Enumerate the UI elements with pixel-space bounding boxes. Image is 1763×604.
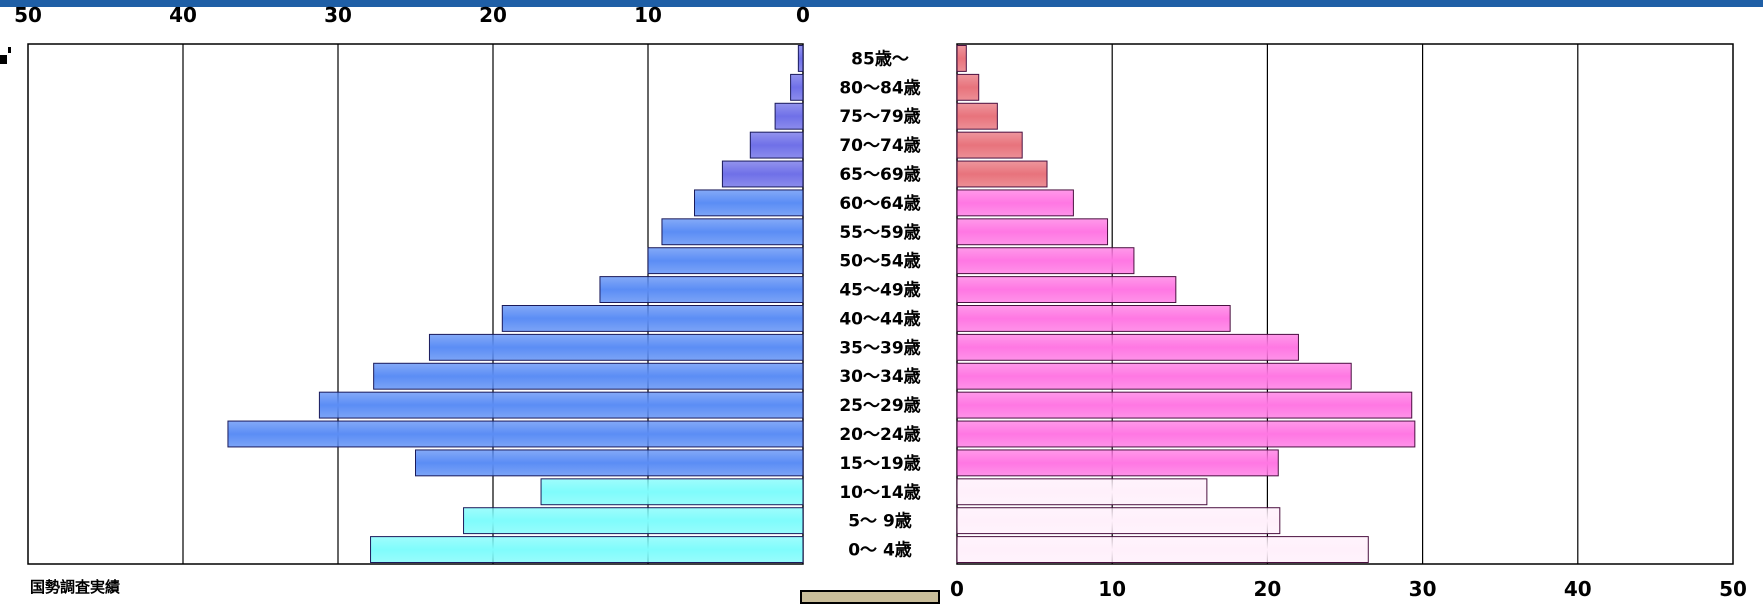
female-bar — [956, 73, 980, 101]
female-bar — [956, 102, 998, 130]
female-bar — [956, 362, 1352, 390]
age-group-label: 50〜54歳 — [839, 251, 920, 272]
female-bar — [956, 305, 1231, 332]
female-bar — [956, 247, 1135, 275]
bottom-axis-tick-label: 10 — [1098, 577, 1126, 600]
top-axis-tick-label: 40 — [169, 3, 197, 27]
bottom-legend-box — [800, 590, 940, 604]
female-bar — [956, 276, 1177, 304]
female-bar — [956, 507, 1281, 535]
age-group-label: 65〜69歳 — [839, 164, 920, 185]
male-bar — [721, 160, 804, 188]
male-bar — [370, 536, 804, 563]
age-group-label: 0〜 4歳 — [848, 540, 912, 561]
female-bar — [956, 160, 1048, 188]
male-bar — [599, 276, 804, 304]
female-bar — [956, 478, 1208, 506]
age-group-label: 40〜44歳 — [839, 308, 920, 329]
female-bar — [956, 391, 1413, 419]
top-accent-bar — [0, 0, 1763, 7]
age-group-label: 30〜34歳 — [839, 366, 920, 387]
bottom-axis-tick-label: 50 — [1719, 577, 1747, 600]
age-group-label: 80〜84歳 — [839, 77, 920, 98]
age-group-label: 75〜79歳 — [839, 106, 920, 127]
top-axis-tick-label: 20 — [479, 3, 507, 27]
female-bar — [956, 420, 1416, 448]
left-plot-frame — [27, 43, 804, 565]
female-bar — [956, 131, 1023, 159]
female-bar — [956, 449, 1279, 477]
age-group-label: 70〜74歳 — [839, 135, 920, 156]
female-bar — [956, 45, 967, 72]
age-group-label: 25〜29歳 — [839, 395, 920, 416]
age-group-label: 20〜24歳 — [839, 424, 920, 445]
age-group-label: 35〜39歳 — [839, 337, 920, 358]
bottom-axis-tick-label: 20 — [1253, 577, 1281, 600]
edge-mark — [0, 55, 7, 64]
age-group-label: 15〜19歳 — [839, 453, 920, 474]
age-group-label: 10〜14歳 — [839, 482, 920, 503]
male-bar — [373, 362, 804, 390]
age-group-label: 60〜64歳 — [839, 193, 920, 214]
female-bar — [956, 536, 1369, 563]
male-bar — [463, 507, 804, 535]
male-bar — [661, 218, 804, 246]
male-bar — [774, 102, 804, 130]
male-bar — [415, 449, 804, 477]
male-bar — [318, 391, 804, 419]
male-bar — [797, 45, 804, 72]
edge-mark-small — [8, 47, 11, 53]
male-bar — [790, 73, 804, 101]
male-bar — [749, 131, 804, 159]
male-bar — [540, 478, 804, 506]
bottom-axis-tick-label: 0 — [950, 577, 964, 600]
female-bar — [956, 218, 1109, 246]
top-axis-tick-label: 30 — [324, 3, 352, 27]
age-group-label: 5〜 9歳 — [848, 511, 912, 532]
male-bar — [501, 305, 804, 332]
age-group-label: 55〜59歳 — [839, 222, 920, 243]
source-note: 国勢調査実績 — [30, 578, 121, 596]
male-bar — [694, 189, 804, 217]
top-axis-tick-label: 10 — [634, 3, 662, 27]
age-group-label: 85歳〜 — [851, 48, 909, 69]
female-bar — [956, 189, 1074, 217]
female-bar — [956, 333, 1299, 361]
top-axis-tick-label: 0 — [796, 3, 810, 27]
top-axis-tick-label: 50 — [14, 3, 42, 27]
right-plot-frame — [956, 43, 1734, 565]
bottom-axis-tick-label: 40 — [1564, 577, 1592, 600]
male-bar — [227, 420, 804, 448]
bottom-axis-tick-label: 30 — [1409, 577, 1437, 600]
male-bar — [428, 333, 804, 361]
male-bar — [647, 247, 804, 275]
age-group-label: 45〜49歳 — [839, 280, 920, 301]
